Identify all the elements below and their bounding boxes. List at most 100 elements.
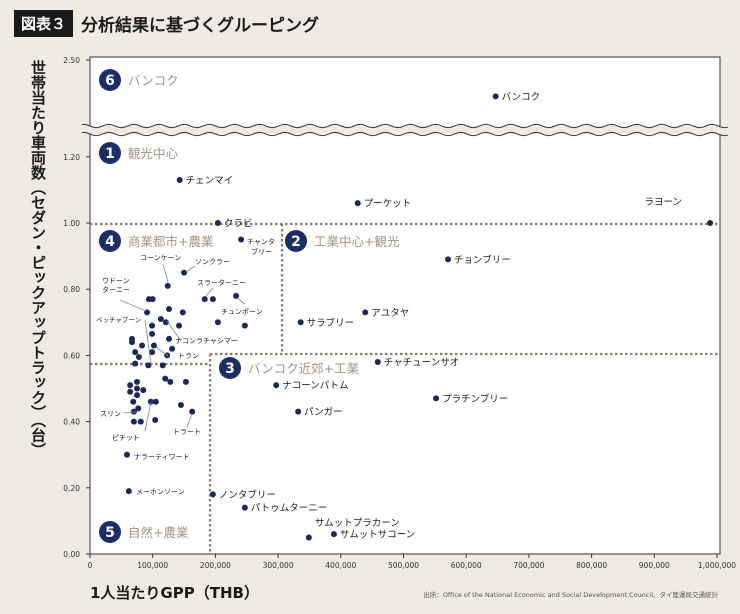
region-number: 3 [225,361,235,377]
point-label: ナコーンパトム [282,381,348,392]
data-point [330,531,337,538]
point-label: プーケット [364,199,412,210]
point-label: チョンブリー [454,254,511,266]
x-tick-label: 400,000 [325,561,356,570]
point-label: プラチンブリー [442,393,508,405]
data-point [149,349,156,356]
plot-layer: 0 100,000 200,000 300,000 400,000 500,000 600,… [63,56,736,570]
data-point [209,491,216,498]
data-point [149,296,156,303]
plot-area [89,56,721,555]
data-point [233,292,240,299]
data-point [132,360,139,367]
data-point [134,385,141,392]
data-point [214,220,221,226]
region-badge [99,69,121,91]
point-label: サラブリー [307,317,355,329]
x-tick-label: 200,000 [200,561,231,570]
leader-line [119,299,147,312]
data-point [150,342,157,349]
point-label: ピチット [112,434,140,442]
point-label: スラーターニー [197,278,246,287]
region-number: 2 [291,234,301,250]
point-label: ナラーティワート [134,453,190,461]
leader-line [122,411,137,414]
point-label: アユタヤ [371,308,409,319]
region-label: 商業都市+農業 [128,234,214,249]
data-point [152,398,159,405]
point-label: ターニー [102,285,130,294]
point-label: チャンタ [247,237,275,246]
data-point [295,408,302,415]
y-tick-label: 1.20 [63,153,80,162]
region-badge [99,521,121,543]
region-number: 6 [105,73,115,89]
data-point [157,315,164,322]
data-point [354,200,361,207]
point-label: ブリー [251,247,272,256]
data-point [707,220,714,226]
point-label: トラン [178,352,199,360]
point-label: ペッチャブーン [96,315,141,324]
point-label: ラヨーン [644,197,682,208]
point-label: スリン [100,410,121,418]
data-point [214,319,221,326]
data-point [123,451,130,458]
region-label: 工業中心+観光 [314,234,399,249]
data-point [492,93,499,100]
data-point [130,408,137,415]
leader-line [166,320,182,342]
leader-line [162,263,169,283]
x-tick-label: 800,000 [576,561,607,570]
data-point [166,335,173,342]
data-point [176,176,183,183]
y-tick-label: 1.00 [63,219,80,228]
leader-line [236,297,246,305]
data-point [238,236,245,243]
axis-break-gap [82,126,728,134]
data-point [139,342,146,349]
source-note: 出所：Office of the National Economic and S… [423,590,718,599]
data-point [209,296,216,303]
data-point [149,330,156,337]
data-point [140,387,147,394]
data-point [166,306,173,313]
point-label: サムットプラカーン [315,518,400,529]
point-label: バンコク [502,92,540,103]
figure-tag: 図表３ [14,10,74,37]
data-point [241,322,248,329]
y-tick-label: 0.40 [63,418,80,427]
data-point [182,378,189,385]
data-point [445,256,452,263]
data-point [127,382,134,389]
data-point [177,402,184,409]
point-label: ノンタブリー [219,489,276,501]
data-point [159,362,166,369]
data-point [149,322,156,329]
data-point [145,362,152,369]
region-badge [99,142,121,164]
point-label: ナコンラチャシマー [175,337,238,345]
leader-line [144,401,152,432]
figure-title: 分析結果に基づくグルーピング [81,16,320,36]
data-point [433,395,440,402]
data-point [362,309,369,316]
data-point [152,416,159,423]
region-number: 4 [105,234,115,250]
region-label: 観光中心 [128,146,179,161]
point-label: チャチューンサオ [384,358,459,369]
point-label: パトゥムターニー [251,503,327,514]
data-point [297,319,304,326]
data-point [179,309,186,316]
point-label: チュンポーン [221,308,263,316]
region-label: 自然+農業 [128,525,189,540]
leader-line [185,265,196,273]
x-tick-label: 600,000 [451,561,482,570]
data-point [189,408,196,415]
data-point [181,269,188,276]
region-badge [285,230,307,252]
point-label: トラート [173,428,201,436]
y-tick-label: 0.20 [63,484,80,493]
region-badge [219,357,241,379]
